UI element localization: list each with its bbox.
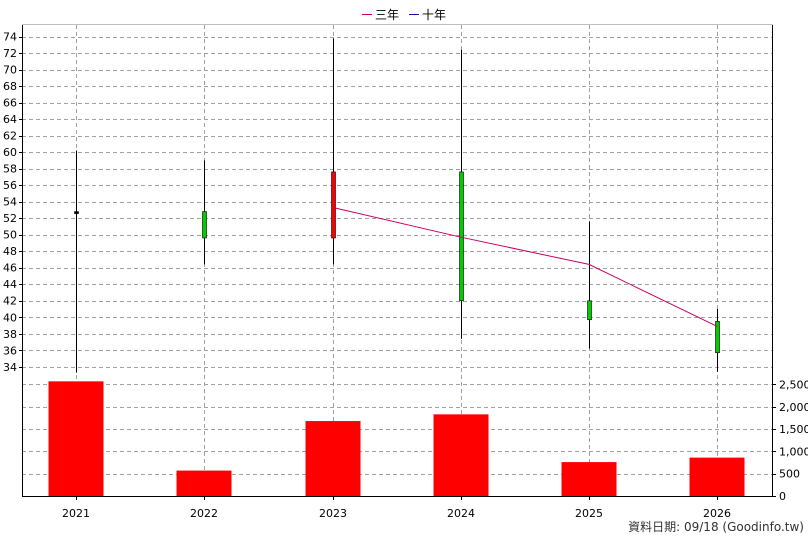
price-tick-label: 56 <box>3 179 17 192</box>
price-tick-label: 34 <box>3 361 17 374</box>
moving-average-lines <box>332 207 718 327</box>
volume-bar-2022 <box>176 470 232 496</box>
year-tick-label: 2023 <box>319 507 347 520</box>
volume-tick-label: 1,500 <box>779 423 808 436</box>
price-tick-label: 60 <box>3 146 17 159</box>
price-tick-label: 68 <box>3 80 17 93</box>
candle-body-2021 <box>74 211 79 214</box>
volume-tick-label: 2,500 <box>779 378 808 391</box>
candle-body-2022 <box>202 211 207 239</box>
volume-tick-label: 0 <box>779 490 786 503</box>
price-tick-label: 66 <box>3 97 17 110</box>
price-tick-label: 38 <box>3 328 17 341</box>
price-tick-label: 36 <box>3 344 17 357</box>
legend-label-三年: 三年 <box>375 8 399 22</box>
price-tick-label: 48 <box>3 245 17 258</box>
candle-body-2026 <box>715 321 720 354</box>
volume-bar-2021 <box>48 381 104 496</box>
price-axis-ticks: 34 36 38 40 42 44 46 48 50 52 54 56 58 60 62 64 66 68 70 72… <box>3 31 22 374</box>
price-tick-label: 42 <box>3 295 17 308</box>
year-tick-label: 2025 <box>575 507 603 520</box>
volume-axis-ticks: 0 500 1,000 1,500 2,000 2,500 <box>772 378 808 503</box>
volume-tick-label: 2,000 <box>779 401 808 414</box>
candle-body-2024 <box>459 171 464 302</box>
year-tick-label: 2022 <box>190 507 218 520</box>
price-tick-label: 52 <box>3 212 17 225</box>
volume-bars <box>48 381 745 496</box>
volume-tick-label: 500 <box>779 468 800 481</box>
price-tick-label: 72 <box>3 47 17 60</box>
price-tick-label: 74 <box>3 31 17 44</box>
price-tick-label: 70 <box>3 64 17 77</box>
chart-legend: 三年 十年 <box>362 8 446 22</box>
volume-bar-2024 <box>433 414 489 496</box>
volume-bar-2023 <box>305 421 361 496</box>
data-date-footer: 資料日期: 09/18 (Goodinfo.tw) <box>628 520 804 534</box>
year-tick-label: 2026 <box>703 507 731 520</box>
price-tick-label: 40 <box>3 311 17 324</box>
volume-bar-2026 <box>689 457 745 496</box>
price-tick-label: 50 <box>3 229 17 242</box>
price-tick-label: 62 <box>3 130 17 143</box>
price-tick-label: 44 <box>3 278 17 291</box>
candle-body-2023 <box>331 171 336 239</box>
price-candles <box>74 38 720 373</box>
year-tick-label: 2021 <box>62 507 90 520</box>
chart-axes <box>22 24 773 497</box>
price-tick-label: 46 <box>3 262 17 275</box>
price-tick-label: 58 <box>3 163 17 176</box>
price-tick-label: 64 <box>3 113 17 126</box>
price-tick-label: 54 <box>3 196 17 209</box>
candle-body-2025 <box>587 300 592 321</box>
year-axis-ticks: 2021 2022 2023 2024 2025 2026 <box>62 496 731 520</box>
volume-bar-2025 <box>561 462 617 496</box>
legend-label-十年: 十年 <box>422 8 446 22</box>
year-tick-label: 2024 <box>447 507 475 520</box>
volume-tick-label: 1,000 <box>779 445 808 458</box>
grid-lines <box>22 25 772 496</box>
ma-line-三年 <box>332 207 718 327</box>
